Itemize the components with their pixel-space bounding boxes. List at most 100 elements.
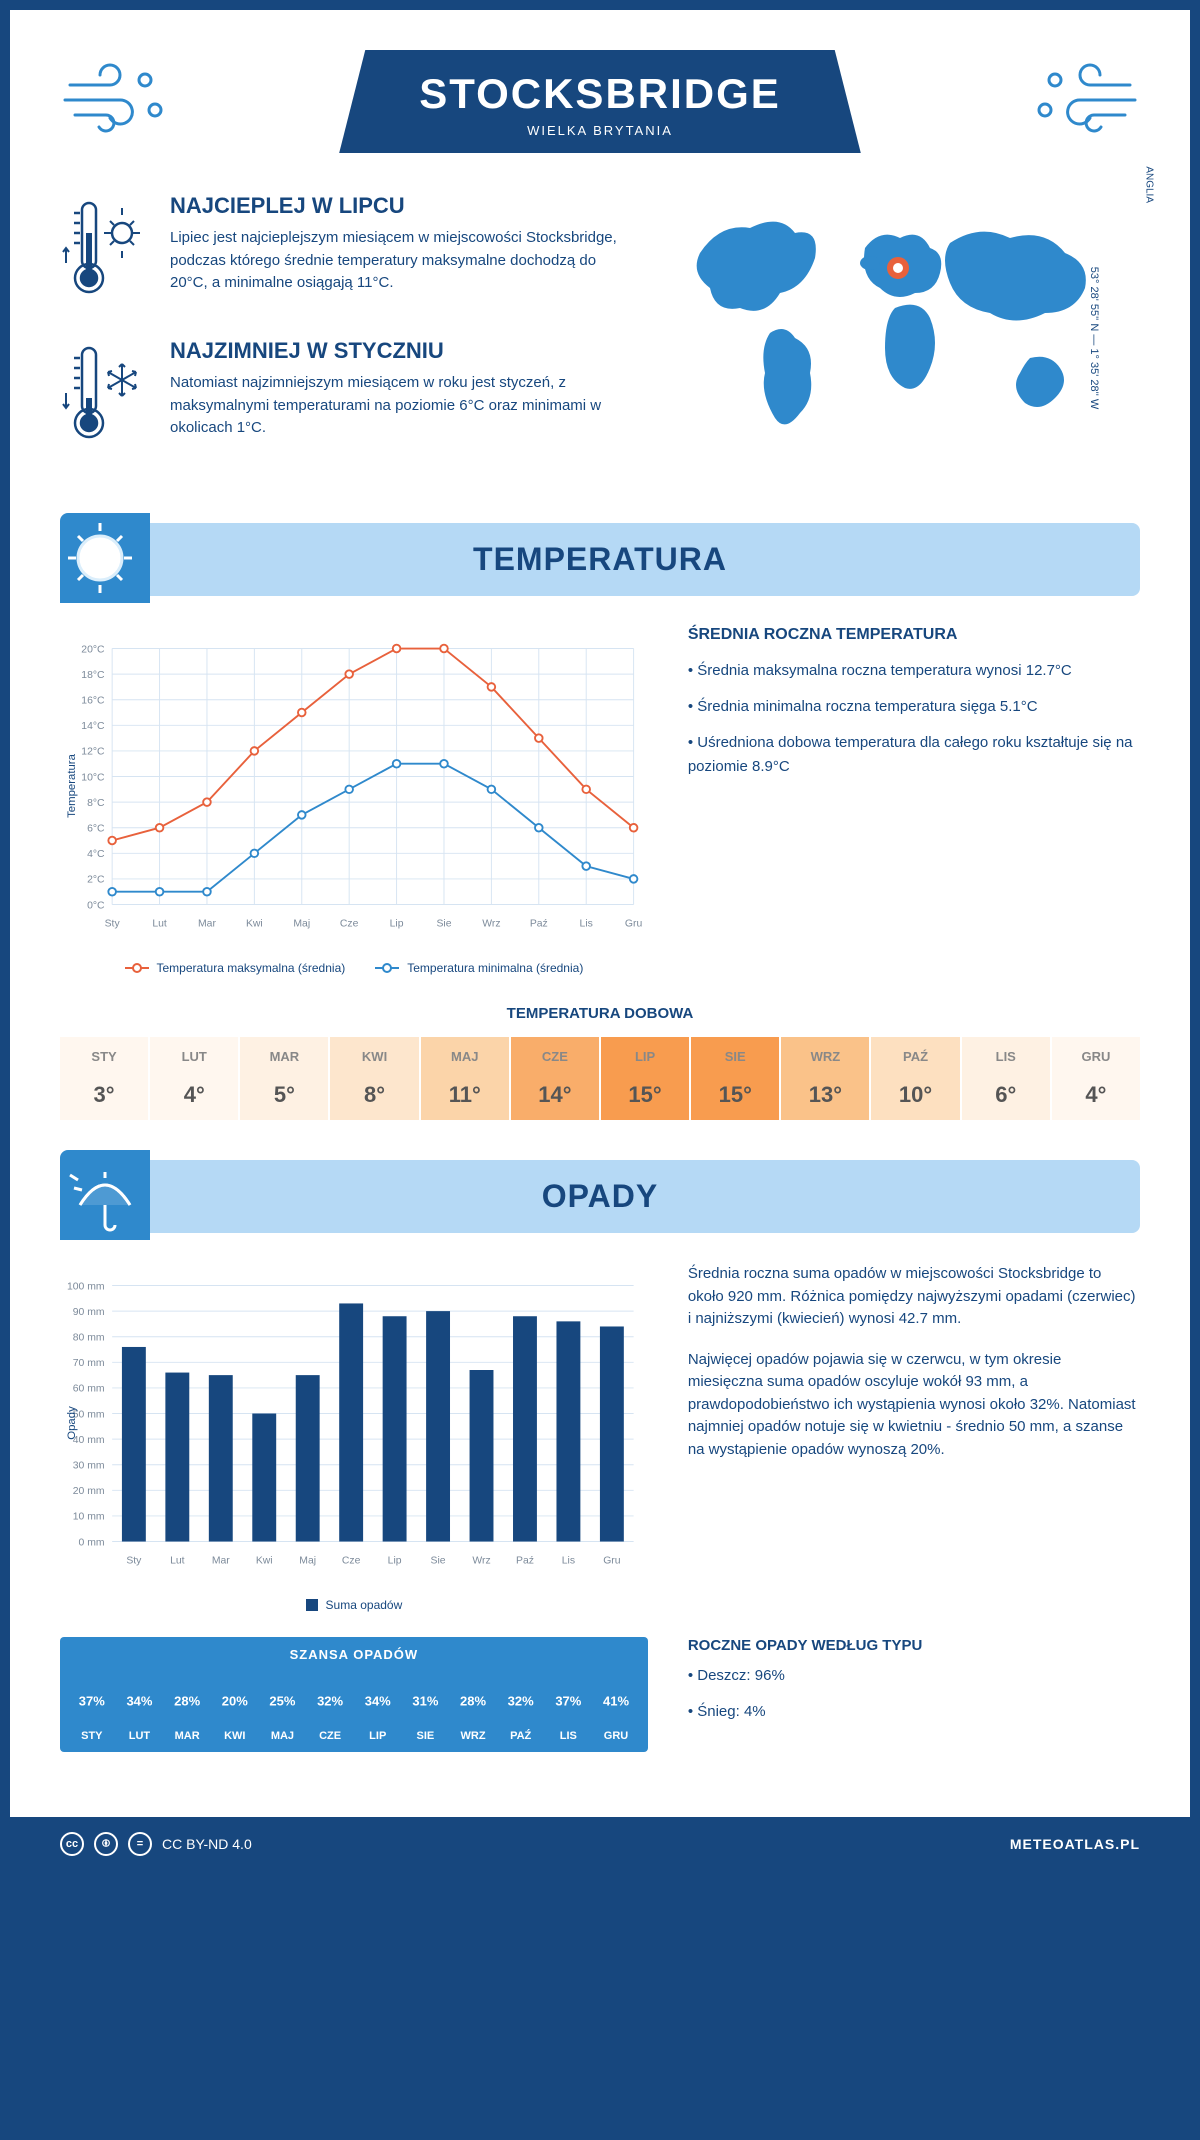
svg-text:30 mm: 30 mm (73, 1461, 105, 1472)
chance-item: 34% LUT (118, 1672, 162, 1742)
svg-text:0 mm: 0 mm (79, 1537, 105, 1548)
chance-item: 32% CZE (308, 1672, 352, 1742)
temperature-banner: TEMPERATURA (60, 523, 1140, 596)
svg-text:Lut: Lut (170, 1555, 185, 1566)
sun-icon (60, 513, 150, 603)
daily-temperature: TEMPERATURA DOBOWA STY3° LUT4° MAR5° KWI… (60, 1005, 1140, 1120)
coordinates: 53° 28' 55'' N — 1° 35' 28'' W (1088, 267, 1100, 409)
svg-text:70 mm: 70 mm (73, 1358, 105, 1369)
precip-paragraph: Średnia roczna suma opadów w miejscowośc… (688, 1263, 1140, 1331)
chance-item: 37% STY (70, 1672, 114, 1742)
precipitation-heading: OPADY (60, 1178, 1140, 1215)
wind-icon (60, 60, 170, 145)
svg-text:Wrz: Wrz (482, 918, 500, 929)
chance-item: 32% PAŹ (499, 1672, 543, 1742)
precipitation-by-type: ROCZNE OPADY WEDŁUG TYPU • Deszcz: 96% • … (688, 1637, 1140, 1752)
header: STOCKSBRIDGE WIELKA BRYTANIA (60, 50, 1140, 153)
daily-temp-cell: GRU4° (1052, 1037, 1140, 1120)
svg-text:12°C: 12°C (81, 747, 105, 758)
svg-text:Gru: Gru (625, 918, 643, 929)
svg-text:90 mm: 90 mm (73, 1307, 105, 1318)
svg-text:Lip: Lip (390, 918, 404, 929)
legend-precip-sum: Suma opadów (306, 1598, 403, 1612)
chance-title: SZANSA OPADÓW (70, 1647, 638, 1662)
chance-item: 20% KWI (213, 1672, 257, 1742)
license-text: CC BY-ND 4.0 (162, 1836, 252, 1852)
cc-icon: cc (60, 1832, 84, 1856)
country-subtitle: WIELKA BRYTANIA (419, 123, 781, 138)
city-title: STOCKSBRIDGE (419, 70, 781, 118)
chance-item: 28% MAR (165, 1672, 209, 1742)
svg-text:4°C: 4°C (87, 849, 105, 860)
daily-temp-cell: STY3° (60, 1037, 148, 1120)
thermometer-hot-icon (60, 193, 150, 308)
header-banner: STOCKSBRIDGE WIELKA BRYTANIA (339, 50, 861, 153)
svg-text:6°C: 6°C (87, 824, 105, 835)
temp-bullet: • Średnia minimalna roczna temperatura s… (688, 695, 1140, 719)
svg-text:Lip: Lip (388, 1555, 402, 1566)
daily-temp-cell: PAŹ10° (871, 1037, 959, 1120)
daily-temp-cell: LUT4° (150, 1037, 238, 1120)
daily-temp-title: TEMPERATURA DOBOWA (60, 1005, 1140, 1022)
warmest-block: NAJCIEPLEJ W LIPCU Lipiec jest najcieple… (60, 193, 620, 308)
daily-temp-cell: LIS6° (962, 1037, 1050, 1120)
daily-temp-cell: SIE15° (691, 1037, 779, 1120)
svg-text:Mar: Mar (212, 1555, 230, 1566)
coldest-block: NAJZIMNIEJ W STYCZNIU Natomiast najzimni… (60, 338, 620, 453)
temperature-line-chart: 0°C2°C4°C6°C8°C10°C12°C14°C16°C18°C20°CS… (60, 626, 648, 975)
umbrella-icon (60, 1150, 150, 1240)
site-name: METEOATLAS.PL (1010, 1836, 1140, 1852)
svg-text:Sie: Sie (436, 918, 451, 929)
coldest-title: NAJZIMNIEJ W STYCZNIU (170, 338, 620, 364)
region-label: ANGLIA (1144, 166, 1155, 203)
svg-text:Sty: Sty (126, 1555, 142, 1566)
svg-text:16°C: 16°C (81, 696, 105, 707)
footer: cc 🅯 = CC BY-ND 4.0 METEOATLAS.PL (10, 1817, 1190, 1871)
svg-text:Opady: Opady (66, 1406, 78, 1440)
avg-temp-title: ŚREDNIA ROCZNA TEMPERATURA (688, 626, 1140, 644)
svg-text:Sie: Sie (431, 1555, 446, 1566)
svg-text:100 mm: 100 mm (67, 1281, 105, 1292)
daily-temp-cell: KWI8° (330, 1037, 418, 1120)
type-line: • Śnieg: 4% (688, 1700, 1140, 1724)
temp-bullet: • Średnia maksymalna roczna temperatura … (688, 659, 1140, 683)
temperature-heading: TEMPERATURA (60, 541, 1140, 578)
legend-min-temp: Temperatura minimalna (średnia) (375, 961, 583, 975)
svg-text:Lut: Lut (152, 918, 167, 929)
svg-text:20 mm: 20 mm (73, 1486, 105, 1497)
svg-text:Lis: Lis (580, 918, 593, 929)
daily-temp-cell: LIP15° (601, 1037, 689, 1120)
svg-text:Wrz: Wrz (472, 1555, 490, 1566)
daily-temp-cell: CZE14° (511, 1037, 599, 1120)
svg-text:Maj: Maj (293, 918, 310, 929)
chance-item: 41% GRU (594, 1672, 638, 1742)
svg-text:Cze: Cze (340, 918, 359, 929)
svg-text:8°C: 8°C (87, 798, 105, 809)
svg-text:60 mm: 60 mm (73, 1384, 105, 1395)
chance-item: 28% WRZ (451, 1672, 495, 1742)
svg-text:2°C: 2°C (87, 875, 105, 886)
svg-text:18°C: 18°C (81, 670, 105, 681)
svg-text:Lis: Lis (562, 1555, 575, 1566)
thermometer-cold-icon (60, 338, 150, 453)
svg-text:Temperatura: Temperatura (66, 753, 78, 817)
type-line: • Deszcz: 96% (688, 1664, 1140, 1688)
wind-icon (1030, 60, 1140, 145)
legend-max-temp: Temperatura maksymalna (średnia) (125, 961, 346, 975)
svg-text:Kwi: Kwi (256, 1555, 273, 1566)
svg-text:80 mm: 80 mm (73, 1333, 105, 1344)
coldest-text: Natomiast najzimniejszym miesiącem w rok… (170, 372, 620, 440)
svg-text:Kwi: Kwi (246, 918, 263, 929)
svg-text:10 mm: 10 mm (73, 1512, 105, 1523)
daily-temp-cell: MAJ11° (421, 1037, 509, 1120)
chance-item: 25% MAJ (261, 1672, 305, 1742)
svg-text:Gru: Gru (603, 1555, 621, 1566)
world-map: ANGLIA 53° 28' 55'' N — 1° 35' 28'' W (660, 193, 1140, 483)
by-type-title: ROCZNE OPADY WEDŁUG TYPU (688, 1637, 1140, 1654)
svg-text:Paź: Paź (516, 1555, 534, 1566)
precipitation-bar-chart: 0 mm10 mm20 mm30 mm40 mm50 mm60 mm70 mm8… (60, 1263, 648, 1612)
svg-text:Mar: Mar (198, 918, 216, 929)
temp-bullet: • Uśredniona dobowa temperatura dla całe… (688, 731, 1140, 779)
svg-text:Maj: Maj (299, 1555, 316, 1566)
svg-text:Paź: Paź (530, 918, 548, 929)
